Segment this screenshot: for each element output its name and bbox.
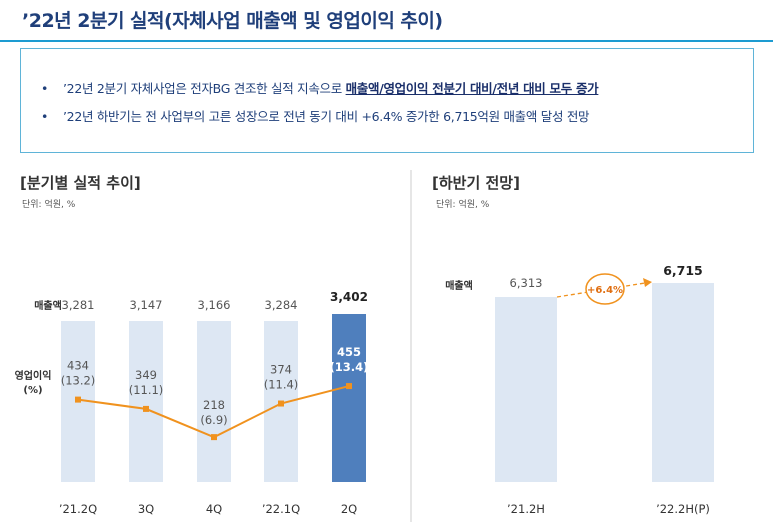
profit-value-label: 374 [270,363,292,377]
revenue-value-label: 3,402 [330,290,368,304]
half-tick-label: ’22.2H(P) [656,502,710,516]
quarter-tick-label: 3Q [138,502,154,516]
summary-box: • ’22년 2분기 자체사업은 전자BG 견조한 실적 지속으로 매출액/영업이… [20,48,754,153]
quarter-tick-label: ’22.1Q [262,502,300,516]
summary-item: • ’22년 하반기는 전 사업부의 고른 성장으로 전년 동기 대비 +6.4%… [41,106,590,125]
quarterly-unit: 단위: 억원, % [22,200,76,210]
profit-point [143,405,149,412]
revenue-value-label: 3,147 [130,298,163,312]
profit-row-label: 영업이익 [15,369,52,382]
quarter-tick-label: 4Q [206,502,222,516]
profit-pct-row-label: (%) [23,385,42,396]
revenue-value-label: 3,166 [198,298,231,312]
revenue-bar [197,321,231,482]
outlook-unit: 단위: 억원, % [436,200,490,210]
half-tick-label: ’21.2H [507,502,545,516]
profit-margin-label: (11.4) [264,378,299,392]
growth-arrow-head [643,278,652,287]
quarterly-section-title: [분기별 실적 추이] [20,174,141,192]
profit-point [211,434,217,441]
outlook-section-title: [하반기 전망] [432,174,520,192]
revenue-bar [332,314,366,482]
revenue-row-label: 매출액 [34,299,62,312]
bullet-icon: • [41,81,49,96]
profit-point [346,383,352,390]
title-divider [0,40,773,42]
revenue-bar [129,321,163,482]
profit-margin-label: (6.9) [200,413,227,427]
growth-badge [585,273,625,305]
summary-highlight: 매출액/영업이익 전분기 대비/전년 대비 모두 증가 [345,81,599,96]
quarter-tick-label: 2Q [341,502,357,516]
profit-margin-label: (13.2) [61,374,96,388]
summary-text: ’22년 하반기는 전 사업부의 고른 성장으로 전년 동기 대비 +6.4% … [63,109,590,124]
outlook-bar [652,283,714,482]
bullet-icon: • [41,109,49,124]
outlook-value-label: 6,313 [510,276,543,290]
profit-margin-label: (11.1) [129,383,164,397]
profit-value-label: 218 [203,398,225,412]
quarter-tick-label: ’21.2Q [59,502,97,516]
revenue-value-label: 3,281 [62,298,95,312]
profit-point [278,400,284,407]
outlook-revenue-row-label: 매출액 [445,279,473,292]
growth-badge-label: +6.4% [587,285,623,296]
profit-point [75,396,81,403]
profit-value-label: 434 [67,359,89,373]
outlook-bar [495,297,557,482]
summary-text: ’22년 2분기 자체사업은 전자BG 견조한 실적 지속으로 [63,81,346,96]
outlook-value-label: 6,715 [663,263,703,278]
profit-margin-label: (13.4) [330,360,369,374]
page-title: ’22년 2분기 실적(자체사업 매출액 및 영업이익 추이) [22,10,443,32]
revenue-value-label: 3,284 [265,298,298,312]
profit-value-label: 455 [337,345,361,359]
profit-value-label: 349 [135,368,157,382]
summary-item: • ’22년 2분기 자체사업은 전자BG 견조한 실적 지속으로 매출액/영업이… [41,78,599,97]
